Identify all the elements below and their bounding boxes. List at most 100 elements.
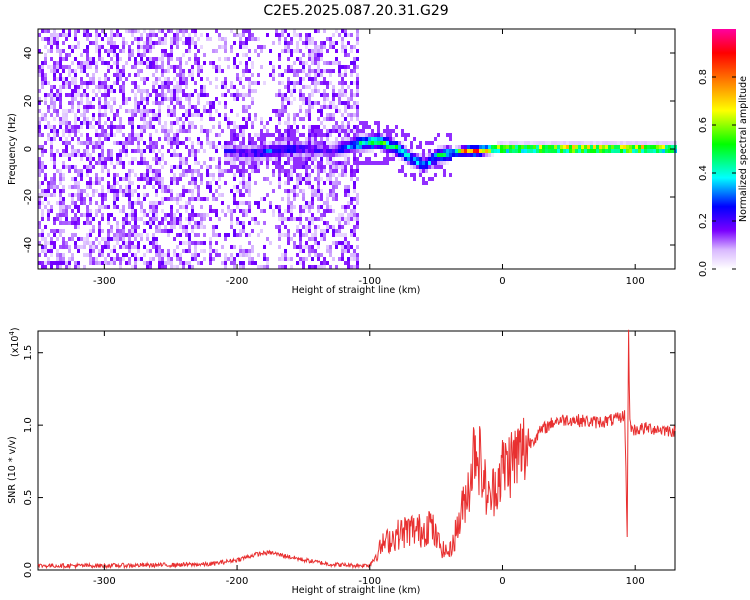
spectrogram-cell (161, 85, 164, 89)
spectrogram-cell (527, 141, 530, 145)
spectrogram-cell (446, 145, 449, 149)
spectrogram-cell (134, 229, 137, 233)
spectrogram-cell (200, 69, 203, 73)
spectrogram-cell (431, 157, 434, 161)
spectrogram-cell (347, 161, 350, 165)
spectrogram-cell (149, 149, 152, 153)
spectrogram-cell (119, 125, 122, 129)
spectrogram-cell (623, 141, 626, 145)
spectrogram-cell (164, 77, 167, 81)
spectrogram-cell (230, 141, 233, 145)
spectrogram-cell (146, 49, 149, 53)
spectrogram-cell (293, 61, 296, 65)
spectrogram-cell (239, 249, 242, 253)
spectrogram-cell (221, 81, 224, 85)
spectrogram-cell (587, 141, 590, 145)
spectrogram-cell (668, 149, 671, 153)
spectrogram-cell (293, 157, 296, 161)
spectrogram-cell (467, 153, 470, 157)
spectrogram-cell (179, 193, 182, 197)
spectrogram-cell (314, 249, 317, 253)
spectrogram-cell (353, 257, 356, 261)
spectrogram-cell (119, 233, 122, 237)
spectrogram-cell (101, 229, 104, 233)
spectrogram-cell (101, 37, 104, 41)
spectrogram-cell (326, 205, 329, 209)
spectrogram-cell (299, 33, 302, 37)
spectrogram-cell (338, 221, 341, 225)
spectrogram-cell (287, 121, 290, 125)
spectrogram-cell (272, 213, 275, 217)
spectrogram-cell (182, 261, 185, 265)
spectrogram-cell (365, 145, 368, 149)
spectrogram-cell (161, 181, 164, 185)
spectrogram-cell (44, 141, 47, 145)
spectrogram-cell (149, 109, 152, 113)
spectrogram-cell (80, 141, 83, 145)
spectrogram-cell (422, 181, 425, 185)
spectrogram-cell (113, 113, 116, 117)
spectrogram-cell (50, 33, 53, 37)
spectrogram-cell (56, 113, 59, 117)
spectrogram-cell (95, 257, 98, 261)
spectrogram-cell (575, 141, 578, 145)
spectrogram-cell (308, 105, 311, 109)
spectrogram-cell (41, 193, 44, 197)
spectrogram-cell (62, 141, 65, 145)
spectrogram-cell (311, 133, 314, 137)
spectrogram-cell (206, 213, 209, 217)
spectrogram-cell (134, 113, 137, 117)
spectrogram-cell (134, 201, 137, 205)
spectrogram-cell (104, 49, 107, 53)
spectrogram-cell (350, 113, 353, 117)
spectrogram-cell (68, 165, 71, 169)
spectrogram-cell (602, 149, 605, 153)
spectrogram-cell (197, 141, 200, 145)
spectrogram-cell (638, 149, 641, 153)
spectrogram-cell (191, 189, 194, 193)
spectrogram-cell (275, 125, 278, 129)
spectrogram-cell (197, 137, 200, 141)
spectrogram-cell (236, 113, 239, 117)
spectrogram-cell (113, 189, 116, 193)
spectrogram-cell (116, 81, 119, 85)
spectrogram-cell (89, 101, 92, 105)
spectrogram-cell (164, 137, 167, 141)
spectrogram-cell (563, 141, 566, 145)
spectrogram-cell (224, 85, 227, 89)
spectrogram-cell (236, 169, 239, 173)
spectrogram-cell (221, 209, 224, 213)
spectrogram-cell (509, 149, 512, 153)
spectrogram-cell (317, 265, 320, 269)
spectrogram-cell (74, 97, 77, 101)
spectrogram-cell (140, 233, 143, 237)
spectrogram-cell (65, 245, 68, 249)
spectrogram-cell (137, 37, 140, 41)
spectrogram-cell (80, 93, 83, 97)
spectrogram-cell (176, 137, 179, 141)
spectrogram-cell (278, 217, 281, 221)
spectrogram-cell (110, 37, 113, 41)
spectrogram-cell (248, 249, 251, 253)
spectrogram-cell (110, 129, 113, 133)
spectrogram-cell (356, 85, 359, 89)
spectrogram-cell (56, 229, 59, 233)
spectrogram-cell (134, 101, 137, 105)
spectrogram-cell (632, 145, 635, 149)
spectrogram-cell (164, 85, 167, 89)
spectrogram-cell (266, 165, 269, 169)
spectrogram-cell (125, 137, 128, 141)
spectrogram-cell (179, 161, 182, 165)
spectrogram-cell (95, 189, 98, 193)
spectrogram-cell (269, 141, 272, 145)
spectrogram-cell (146, 41, 149, 45)
spectrogram-cell (38, 157, 41, 161)
spectrogram-cell (185, 113, 188, 117)
spectrogram-cell (332, 185, 335, 189)
spectrogram-cell (212, 65, 215, 69)
spectrogram-cell (263, 141, 266, 145)
spectrogram-cell (119, 69, 122, 73)
spectrogram-cell (119, 245, 122, 249)
spectrogram-cell (281, 101, 284, 105)
spectrogram-cell (161, 157, 164, 161)
